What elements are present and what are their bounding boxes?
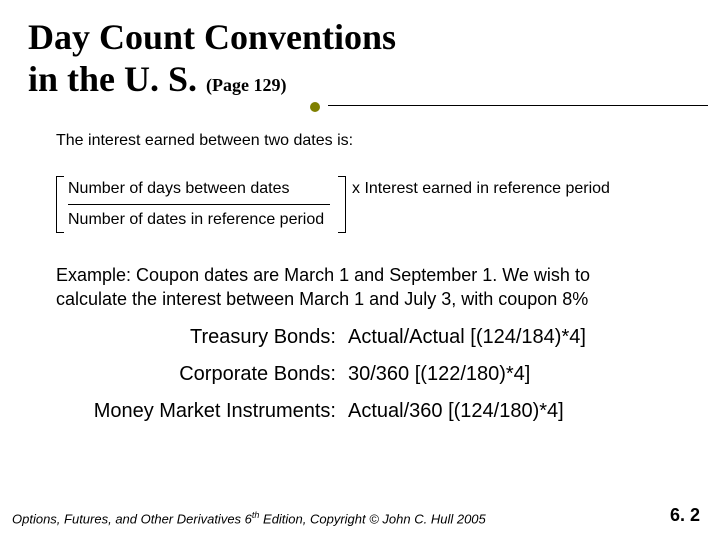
calc-label: Corporate Bonds: [68,363,348,386]
calc-row: Treasury Bonds: Actual/Actual [(124/184)… [68,326,672,349]
formula-multiplier: x Interest earned in reference period [346,176,610,233]
calc-value: 30/360 [(122/180)*4] [348,363,672,386]
calc-value: Actual/Actual [(124/184)*4] [348,326,672,349]
calc-label: Money Market Instruments: [68,400,348,423]
slide-title-line2: in the U. S. (Page 129) [28,60,692,100]
footer-book-suffix: Edition, Copyright © John C. Hull 2005 [259,511,485,526]
slide-title-line1: Day Count Conventions [28,18,692,58]
example-line2: calculate the interest between March 1 a… [56,287,672,311]
example-line1: Example: Coupon dates are March 1 and Se… [56,263,672,287]
title-page-ref: (Page 129) [206,75,286,95]
footer-page-number: 6. 2 [670,505,700,526]
footer-book-prefix: Options, Futures, and Other Derivatives … [12,511,252,526]
footer: Options, Futures, and Other Derivatives … [12,505,700,526]
calc-row: Money Market Instruments: Actual/360 [(1… [68,400,672,423]
title-main: in the U. S. [28,59,197,99]
title-underline [328,105,708,106]
calc-value: Actual/360 [(124/180)*4] [348,400,672,423]
right-bracket-icon [338,176,346,233]
calc-label: Treasury Bonds: [68,326,348,349]
calculation-list: Treasury Bonds: Actual/Actual [(124/184)… [68,326,672,423]
formula: Number of days between dates Number of d… [56,176,692,233]
footer-citation: Options, Futures, and Other Derivatives … [12,510,486,526]
example-text: Example: Coupon dates are March 1 and Se… [56,263,672,312]
bullet-icon [310,102,320,112]
fraction: Number of days between dates Number of d… [64,176,338,233]
left-bracket-icon [56,176,64,233]
slide: Day Count Conventions in the U. S. (Page… [0,0,720,540]
intro-text: The interest earned between two dates is… [56,132,692,150]
fraction-numerator: Number of days between dates [68,180,330,204]
calc-row: Corporate Bonds: 30/360 [(122/180)*4] [68,363,672,386]
fraction-denominator: Number of dates in reference period [68,205,330,229]
